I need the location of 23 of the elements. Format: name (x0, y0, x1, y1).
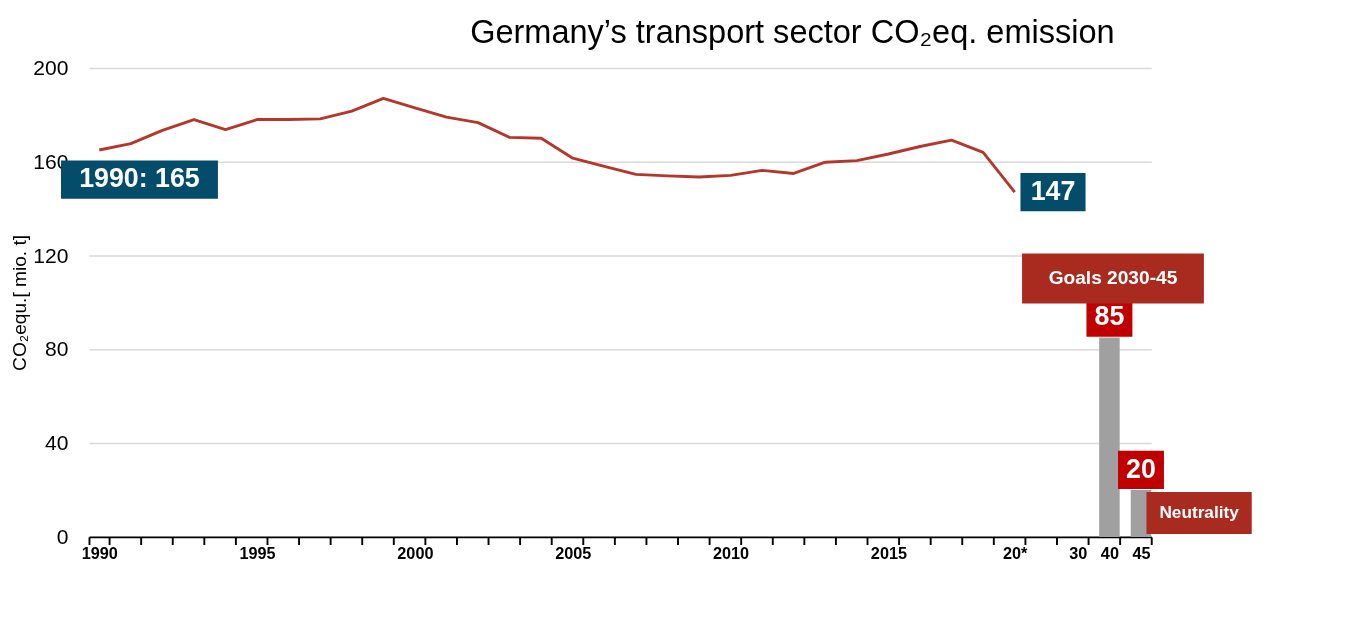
x-tick-label: 2015 (870, 544, 908, 563)
y-tick-label: 120 (33, 243, 69, 267)
x-tick-label: 2005 (555, 544, 592, 563)
x-tick-label: 45 (1132, 544, 1151, 563)
data-label: 20 (1126, 453, 1156, 484)
y-tick-label: 0 (56, 525, 69, 549)
y-axis-title: CO₂equ.[ mio. t] (8, 234, 30, 371)
annotation: Goals 2030-45 (1048, 267, 1178, 289)
x-tick-label: 40 (1100, 544, 1119, 563)
annotation: 147 (1030, 175, 1076, 206)
y-tick-label: 40 (45, 431, 69, 455)
y-tick-label: 80 (45, 337, 69, 361)
x-tick-label: 20* (1002, 544, 1029, 563)
data-label: 85 (1094, 301, 1125, 332)
x-tick-label: 1990 (81, 544, 118, 563)
x-tick-label: 1995 (239, 544, 276, 563)
annotation: 1990: 165 (79, 163, 200, 194)
x-tick-label: 30 (1069, 544, 1088, 563)
chart-title: Germany’s transport sector CO₂eq. emission (470, 14, 1115, 51)
text: Neutrality (1159, 501, 1240, 522)
x-tick-label: 2000 (397, 544, 434, 563)
y-tick-label: 200 (33, 56, 69, 80)
x-tick-label: 2010 (713, 544, 750, 563)
